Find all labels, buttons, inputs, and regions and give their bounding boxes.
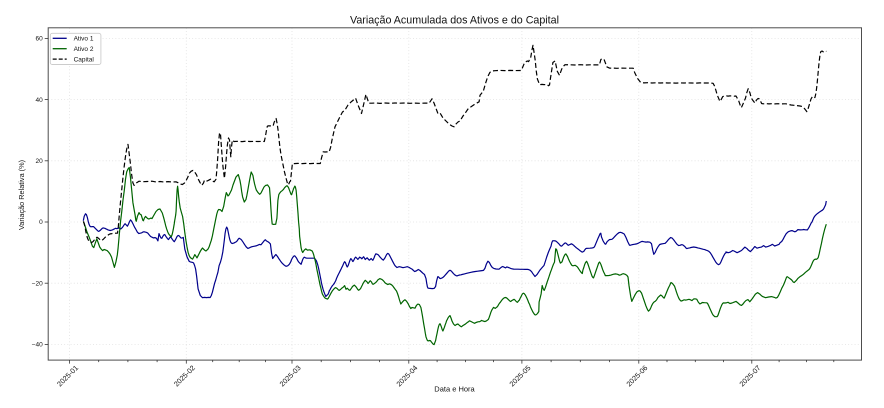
svg-text:60: 60 bbox=[35, 36, 43, 43]
svg-text:0: 0 bbox=[39, 219, 43, 226]
svg-text:−40: −40 bbox=[32, 342, 43, 349]
svg-text:Data e Hora: Data e Hora bbox=[434, 385, 475, 394]
svg-text:Variação Acumulada dos Ativos: Variação Acumulada dos Ativos e do Capit… bbox=[350, 15, 559, 27]
svg-text:−20: −20 bbox=[32, 280, 43, 287]
svg-text:Variação Relativa (%): Variação Relativa (%) bbox=[17, 160, 26, 230]
svg-text:40: 40 bbox=[35, 97, 43, 104]
svg-text:Ativo 1: Ativo 1 bbox=[74, 36, 94, 43]
svg-text:Ativo 2: Ativo 2 bbox=[74, 46, 94, 53]
svg-text:Capital: Capital bbox=[74, 56, 95, 63]
svg-text:20: 20 bbox=[35, 158, 43, 165]
